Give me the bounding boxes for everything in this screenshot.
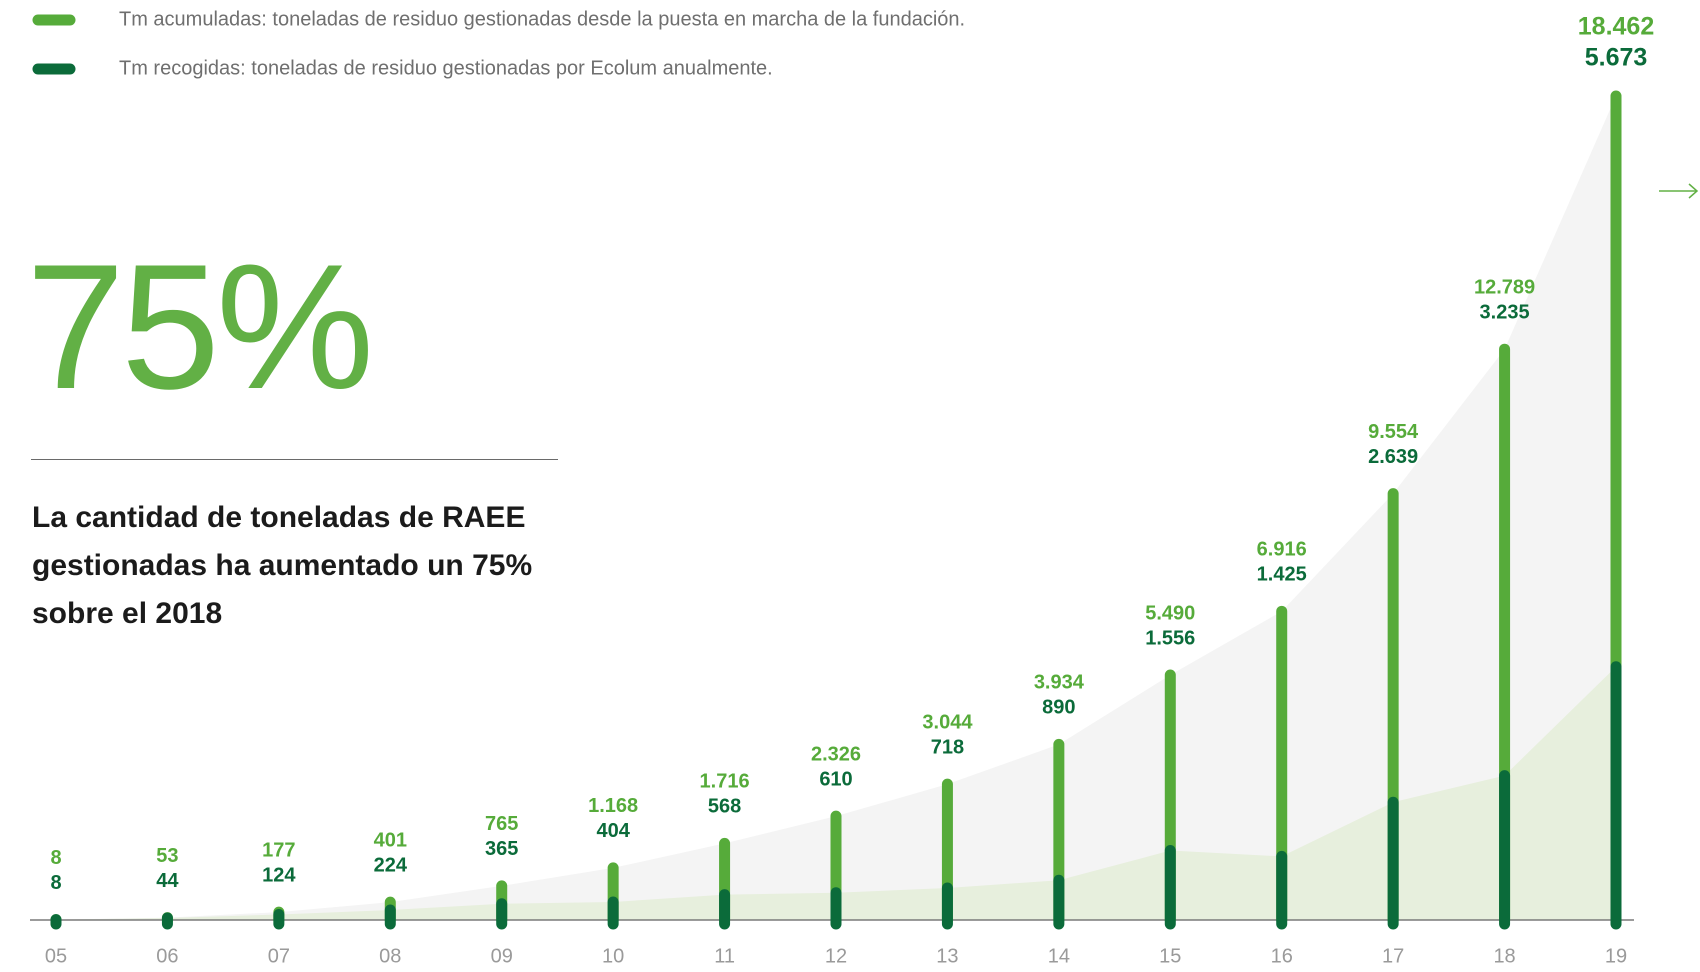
value-label: 3.044: [922, 711, 973, 733]
value-label: 890: [1042, 697, 1075, 719]
legend-label: Tm acumuladas: toneladas de residuo gest…: [119, 8, 965, 30]
value-label: 1.168: [588, 795, 638, 817]
value-label: 224: [374, 854, 408, 876]
value-label: 401: [374, 829, 407, 851]
x-tick-label: 09: [491, 945, 513, 967]
value-label: 124: [262, 864, 296, 886]
divider: [31, 459, 558, 460]
value-label: 18.462: [1578, 13, 1654, 41]
value-label: 718: [931, 736, 964, 758]
x-tick-label: 17: [1382, 945, 1404, 967]
value-label: 53: [156, 845, 178, 867]
value-label: 5.673: [1585, 44, 1648, 72]
area: [30, 96, 1616, 920]
value-label: 365: [485, 838, 518, 860]
x-tick-label: 11: [714, 945, 735, 967]
x-tick-label: 05: [45, 945, 67, 967]
value-label: 610: [819, 768, 852, 790]
value-label: 5.490: [1145, 602, 1195, 624]
value-label: 3.934: [1034, 672, 1085, 694]
value-label: 1.716: [700, 771, 750, 793]
legend-label: Tm recogidas: toneladas de residuo gesti…: [119, 57, 773, 79]
value-label: 2.639: [1368, 446, 1418, 468]
x-tick-label: 06: [156, 945, 178, 967]
value-label: 1.425: [1257, 564, 1307, 586]
value-label: 3.235: [1480, 301, 1530, 323]
value-label: 1.556: [1145, 627, 1195, 649]
x-tick-label: 13: [936, 945, 958, 967]
value-label: 8: [50, 847, 61, 869]
x-tick-label: 07: [268, 945, 290, 967]
value-label: 765: [485, 813, 518, 835]
x-tick-label: 14: [1048, 945, 1070, 967]
big-number: 75%: [26, 227, 374, 426]
value-label: 8: [50, 872, 61, 894]
x-tick-label: 08: [379, 945, 401, 967]
x-tick-label: 15: [1159, 945, 1181, 967]
x-tick-label: 10: [602, 945, 624, 967]
value-label: 177: [262, 839, 295, 861]
area: [30, 666, 1616, 920]
value-label: 9.554: [1368, 421, 1419, 443]
value-label: 568: [708, 796, 741, 818]
x-tick-label: 12: [825, 945, 847, 967]
headline: La cantidad de toneladas de RAEE gestion…: [32, 501, 533, 630]
value-label: 12.789: [1474, 276, 1535, 298]
x-tick-label: 19: [1605, 945, 1627, 967]
value-label: 2.326: [811, 743, 861, 765]
x-tick-label: 18: [1493, 945, 1515, 967]
value-label: 6.916: [1257, 539, 1307, 561]
value-label: 404: [596, 820, 630, 842]
value-label: 44: [156, 870, 179, 892]
x-tick-label: 16: [1271, 945, 1293, 967]
arrow: [1659, 183, 1699, 199]
